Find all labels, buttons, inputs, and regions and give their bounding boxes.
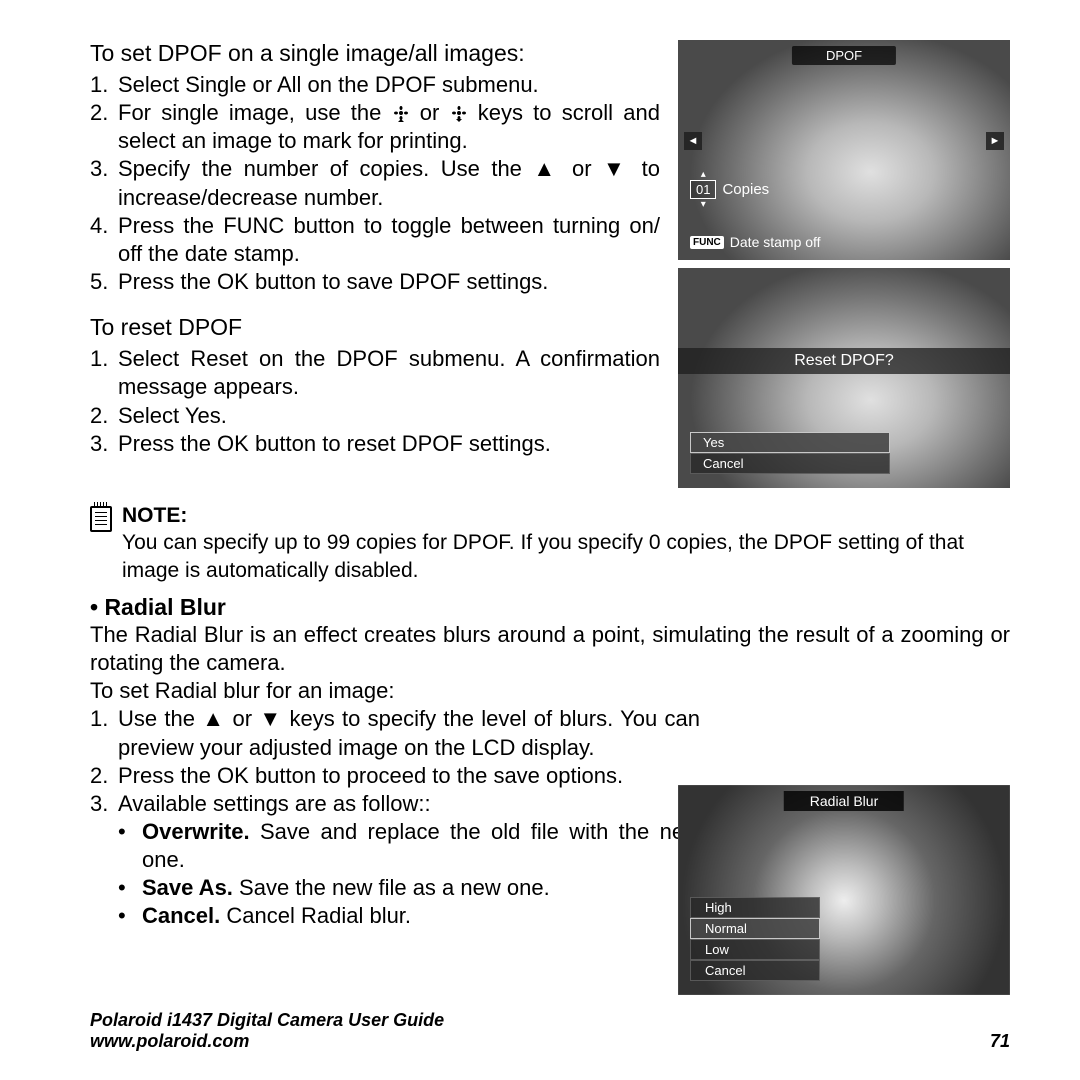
step: For single image, use the or keys to scr… xyxy=(90,99,660,155)
radial-steps: Use the ▲ or ▼ keys to specify the level… xyxy=(90,705,700,818)
flower-right-icon xyxy=(450,104,468,122)
list-item: Cancel. Cancel Radial blur. xyxy=(90,902,700,930)
screenshot-radial-blur: Radial Blur High Normal Low Cancel xyxy=(678,785,1010,995)
page-number: 71 xyxy=(990,1031,1010,1052)
step: Press the OK button to reset DPOF settin… xyxy=(90,430,660,458)
step: Specify the number of copies. Use the ▲ … xyxy=(90,155,660,211)
footer-text: Polaroid i1437 Digital Camera User Guide… xyxy=(90,1010,444,1052)
option-yes: Yes xyxy=(690,432,890,453)
step: Select Yes. xyxy=(90,402,660,430)
option-low: Low xyxy=(690,939,820,960)
note-icon xyxy=(90,506,112,532)
option-normal: Normal xyxy=(690,918,820,939)
option-high: High xyxy=(690,897,820,918)
note-label: NOTE: xyxy=(122,504,187,527)
dpof-reset-heading: To reset DPOF xyxy=(90,314,660,341)
dpof-set-heading: To set DPOF on a single image/all images… xyxy=(90,40,660,67)
nav-right-icon: ► xyxy=(986,132,1004,150)
step: Press the OK button to proceed to the sa… xyxy=(90,762,700,790)
func-badge: FUNC xyxy=(690,236,724,249)
thumb-title: Radial Blur xyxy=(784,791,904,811)
step: Use the ▲ or ▼ keys to specify the level… xyxy=(90,705,700,761)
copies-label: Copies xyxy=(722,181,769,198)
option-cancel: Cancel xyxy=(690,453,890,474)
step: Select Single or All on the DPOF submenu… xyxy=(90,71,660,99)
note-text: You can specify up to 99 copies for DPOF… xyxy=(122,531,964,581)
step: Select Reset on the DPOF submenu. A conf… xyxy=(90,345,660,401)
flower-left-icon xyxy=(392,104,410,122)
reset-title: Reset DPOF? xyxy=(678,348,1010,374)
nav-left-icon: ◄ xyxy=(684,132,702,150)
radial-blur-sub: To set Radial blur for an image: xyxy=(90,677,1010,705)
date-stamp-text: Date stamp off xyxy=(730,234,821,250)
radial-blur-title: • Radial Blur xyxy=(90,594,1010,621)
screenshot-dpof-copies: DPOF ◄ ► 01 Copies FUNC Date stamp off xyxy=(678,40,1010,260)
step: Available settings are as follow:: xyxy=(90,790,700,818)
radial-bullets: Overwrite. Save and replace the old file… xyxy=(90,818,700,931)
dpof-reset-steps: Select Reset on the DPOF submenu. A conf… xyxy=(90,345,660,458)
dpof-set-steps: Select Single or All on the DPOF submenu… xyxy=(90,71,660,296)
thumb-title: DPOF xyxy=(792,46,896,65)
list-item: Overwrite. Save and replace the old file… xyxy=(90,818,700,874)
step: Press the OK button to save DPOF setting… xyxy=(90,268,660,296)
radial-blur-desc: The Radial Blur is an effect creates blu… xyxy=(90,621,1010,677)
option-cancel: Cancel xyxy=(690,960,820,981)
step: Press the FUNC button to toggle between … xyxy=(90,212,660,268)
list-item: Save As. Save the new file as a new one. xyxy=(90,874,700,902)
copies-value: 01 xyxy=(690,180,716,199)
screenshot-reset-dpof: Reset DPOF? Yes Cancel xyxy=(678,268,1010,488)
